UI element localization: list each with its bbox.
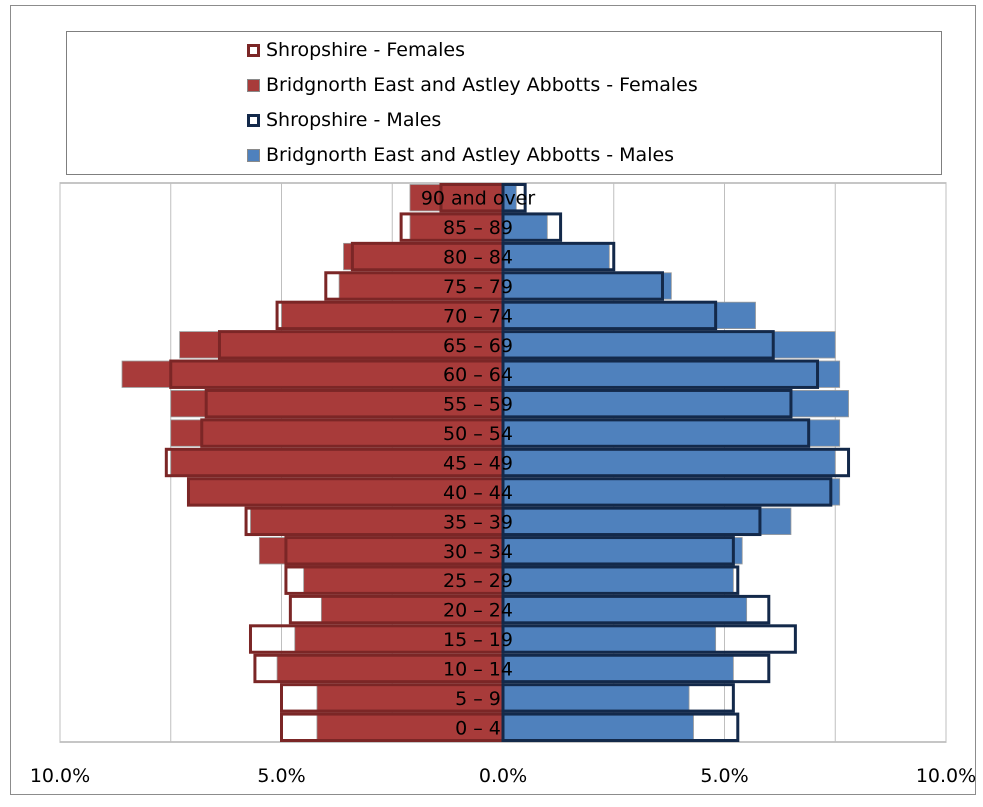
age-label-13: 25 – 29: [443, 570, 513, 592]
bar-bridgnorth-east-and-astley-abbotts-females-13: [303, 566, 504, 594]
bar-bridgnorth-east-and-astley-abbotts-females-7: [170, 390, 504, 418]
bar-bridgnorth-east-and-astley-abbotts-females-15: [294, 625, 504, 653]
bar-shropshire-males-4: [501, 300, 718, 331]
bar-bridgnorth-east-and-astley-abbotts-males-5: [502, 331, 836, 359]
bar-shropshire-males-16: [501, 653, 771, 684]
bar-shropshire-males-14: [501, 594, 771, 625]
bar-bridgnorth-east-and-astley-abbotts-females-17: [316, 684, 504, 712]
legend-label-bridgnorth-females: Bridgnorth East and Astley Abbotts - Fem…: [266, 74, 698, 96]
age-label-7: 55 – 59: [443, 394, 513, 416]
bar-shropshire-males-15: [501, 624, 797, 654]
bar-shropshire-males-18: [501, 712, 740, 742]
age-label-9: 45 – 49: [443, 453, 513, 475]
bar-bridgnorth-east-and-astley-abbotts-females-4: [281, 301, 504, 330]
bar-bridgnorth-east-and-astley-abbotts-females-11: [250, 507, 504, 535]
bar-bridgnorth-east-and-astley-abbotts-females-9: [170, 448, 504, 477]
x-tick-label-0: 10.0%: [30, 765, 90, 787]
bar-bridgnorth-east-and-astley-abbotts-males-16: [502, 654, 734, 683]
legend-label-shropshire-males: Shropshire - Males: [266, 109, 442, 131]
age-label-4: 70 – 74: [443, 305, 513, 327]
bar-shropshire-males-10: [501, 477, 833, 507]
legend-item-shropshire-females: Shropshire - Females: [247, 35, 465, 65]
bar-bridgnorth-east-and-astley-abbotts-males-7: [502, 390, 849, 418]
legend-item-bridgnorth-males: Bridgnorth East and Astley Abbotts - Mal…: [247, 140, 674, 170]
legend-label-shropshire-females: Shropshire - Females: [266, 39, 466, 61]
age-label-15: 15 – 19: [443, 629, 513, 651]
bar-bridgnorth-east-and-astley-abbotts-females-0: [409, 184, 504, 212]
legend-item-shropshire-males: Shropshire - Males: [247, 105, 441, 135]
bar-bridgnorth-east-and-astley-abbotts-males-9: [502, 448, 836, 477]
chart-frame: [10, 5, 976, 795]
x-tick-label-4: 10.0%: [916, 765, 976, 787]
bar-bridgnorth-east-and-astley-abbotts-females-3: [338, 272, 504, 300]
bar-shropshire-males-2: [501, 241, 616, 272]
bar-shropshire-males-1: [501, 212, 563, 242]
age-label-14: 20 – 24: [443, 600, 513, 622]
bar-shropshire-males-17: [501, 683, 735, 713]
bar-shropshire-males-6: [501, 359, 820, 389]
age-label-16: 10 – 14: [443, 658, 513, 680]
legend-swatch-shropshire-females: [247, 43, 260, 57]
age-label-6: 60 – 64: [443, 364, 513, 386]
age-label-2: 80 – 84: [443, 247, 513, 269]
age-label-0: 90 and over: [421, 188, 536, 210]
legend: Shropshire - Females Bridgnorth East and…: [66, 31, 942, 175]
age-label-1: 85 – 89: [443, 217, 513, 239]
legend-swatch-bridgnorth-males: [247, 148, 260, 162]
bar-bridgnorth-east-and-astley-abbotts-males-6: [502, 360, 841, 388]
bar-shropshire-males-13: [501, 565, 740, 595]
bar-shropshire-males-8: [501, 418, 811, 448]
bar-bridgnorth-east-and-astley-abbotts-males-10: [502, 478, 841, 506]
bar-bridgnorth-east-and-astley-abbotts-males-2: [502, 242, 610, 271]
bar-bridgnorth-east-and-astley-abbotts-females-5: [179, 331, 504, 359]
legend-swatch-bridgnorth-females: [247, 78, 260, 92]
age-label-5: 65 – 69: [443, 335, 513, 357]
bar-bridgnorth-east-and-astley-abbotts-males-14: [502, 595, 748, 624]
bar-bridgnorth-east-and-astley-abbotts-males-17: [502, 684, 690, 712]
bar-bridgnorth-east-and-astley-abbotts-females-8: [170, 419, 504, 447]
age-label-11: 35 – 39: [443, 511, 513, 533]
bar-bridgnorth-east-and-astley-abbotts-males-8: [502, 419, 841, 447]
bar-bridgnorth-east-and-astley-abbotts-males-4: [502, 301, 756, 330]
age-label-10: 40 – 44: [443, 482, 513, 504]
x-tick-label-1: 5.0%: [257, 765, 305, 787]
age-label-3: 75 – 79: [443, 276, 513, 298]
age-label-12: 30 – 34: [443, 541, 513, 563]
bar-bridgnorth-east-and-astley-abbotts-males-15: [502, 625, 717, 653]
bar-shropshire-males-11: [501, 506, 762, 537]
age-label-17: 5 – 9: [455, 688, 501, 710]
legend-swatch-shropshire-males: [247, 113, 260, 127]
age-label-8: 50 – 54: [443, 423, 513, 445]
bar-bridgnorth-east-and-astley-abbotts-males-18: [502, 713, 694, 741]
x-tick-label-3: 5.0%: [700, 765, 748, 787]
bar-shropshire-males-5: [501, 330, 775, 360]
legend-label-bridgnorth-males: Bridgnorth East and Astley Abbotts - Mal…: [266, 144, 675, 166]
bar-bridgnorth-east-and-astley-abbotts-males-1: [502, 213, 548, 241]
bar-shropshire-males-0: [501, 183, 527, 213]
bar-bridgnorth-east-and-astley-abbotts-males-3: [502, 272, 672, 300]
legend-item-bridgnorth-females: Bridgnorth East and Astley Abbotts - Fem…: [247, 70, 698, 100]
bar-shropshire-males-12: [501, 536, 735, 566]
bar-shropshire-males-9: [501, 447, 851, 478]
bar-bridgnorth-east-and-astley-abbotts-females-6: [121, 360, 504, 388]
age-label-18: 0 – 4: [455, 717, 501, 739]
bar-shropshire-males-7: [501, 388, 793, 419]
bar-shropshire-males-3: [501, 271, 664, 301]
bar-bridgnorth-east-and-astley-abbotts-males-13: [502, 566, 734, 594]
bar-bridgnorth-east-and-astley-abbotts-males-12: [502, 537, 743, 565]
x-tick-label-2: 0.0%: [479, 765, 527, 787]
bar-bridgnorth-east-and-astley-abbotts-males-11: [502, 507, 792, 535]
